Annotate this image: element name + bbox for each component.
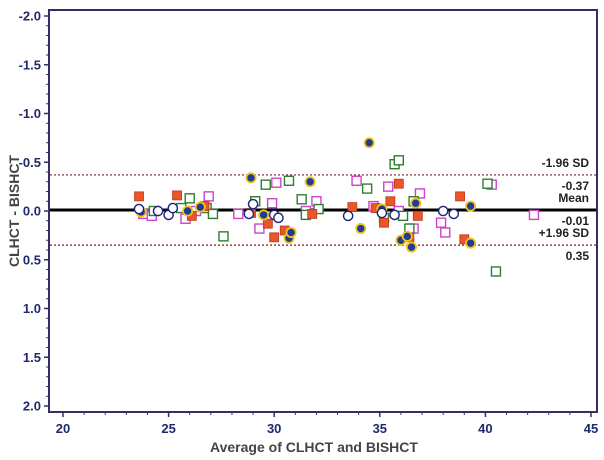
data-point <box>273 212 284 224</box>
data-point <box>351 175 362 186</box>
data-point <box>393 155 405 166</box>
y-tick-label: 1.5 <box>23 350 41 365</box>
data-point <box>269 232 280 243</box>
data-point <box>397 210 409 222</box>
y-tick-label: 1.0 <box>23 301 41 316</box>
data-point <box>233 208 244 220</box>
data-point <box>271 177 282 188</box>
data-point <box>465 237 477 249</box>
data-point <box>363 137 375 149</box>
data-point <box>379 217 389 228</box>
data-point <box>296 194 307 205</box>
data-point <box>393 178 404 189</box>
data-point <box>383 181 394 192</box>
lower-label: -1.96 SD <box>542 156 590 170</box>
x-tick-label: 45 <box>584 421 598 436</box>
sd-annotations: +1.96 SD 0.35 Mean -0.01 -1.96 SD -0.37 <box>539 156 590 263</box>
data-point <box>437 205 449 217</box>
data-point <box>410 197 422 209</box>
data-point <box>465 200 477 212</box>
data-point <box>304 176 316 188</box>
data-point <box>385 196 396 207</box>
x-axis-title: Average of CLHCT and BISHCT <box>210 439 418 455</box>
data-point <box>440 227 451 238</box>
data-point <box>412 210 423 221</box>
data-point <box>254 223 265 234</box>
y-axis-title: CLHCT - BISHCT <box>6 155 22 267</box>
data-point <box>355 223 367 235</box>
data-point <box>482 178 493 189</box>
data-point <box>389 209 400 221</box>
x-tick-label: 20 <box>56 421 70 436</box>
data-point <box>266 197 278 209</box>
y-tick-label: -1.5 <box>19 57 41 72</box>
x-tick-label: 35 <box>373 421 387 436</box>
data-point <box>260 179 271 190</box>
lower-value: -0.37 <box>562 179 590 193</box>
data-point <box>203 191 214 202</box>
data-point <box>218 231 229 242</box>
upper-label: +1.96 SD <box>539 226 590 240</box>
y-tick-label: 0.0 <box>23 204 41 219</box>
data-point <box>528 209 540 221</box>
data-point <box>376 207 388 219</box>
upper-value: 0.35 <box>566 249 590 263</box>
data-point <box>167 202 179 214</box>
data-point <box>152 205 164 217</box>
y-tick-label: -1.0 <box>19 106 41 121</box>
data-point <box>435 217 447 228</box>
y-tick-label: 2.0 <box>23 399 41 414</box>
data-point <box>401 230 413 242</box>
data-point <box>490 266 502 277</box>
data-point <box>207 208 219 220</box>
mean-label: Mean <box>558 191 589 205</box>
data-point <box>347 202 358 213</box>
data-point <box>134 191 144 202</box>
data-point <box>194 201 206 213</box>
data-point <box>243 208 255 220</box>
data-point <box>258 209 270 221</box>
y-axis-ticks: 2.0 1.5 1.0 0.5 0.0 -0.5 -1.0 -1.5 -2.0 <box>19 9 49 414</box>
y-tick-label: -0.5 <box>19 155 41 170</box>
data-point <box>184 193 195 204</box>
data-point <box>172 190 182 201</box>
data-point <box>455 191 465 202</box>
data-point <box>283 175 295 186</box>
x-tick-label: 25 <box>161 421 175 436</box>
data-point <box>405 241 417 253</box>
data-point <box>361 183 373 194</box>
data-point <box>307 209 318 219</box>
x-axis-ticks: 20 25 30 35 40 45 <box>56 412 598 436</box>
mean-value: -0.01 <box>562 214 590 228</box>
data-point <box>262 218 273 229</box>
data-point <box>285 226 297 238</box>
data-point <box>342 210 354 222</box>
data-point <box>182 205 194 217</box>
y-tick-label: -2.0 <box>19 9 41 24</box>
data-point <box>448 208 460 220</box>
data-point <box>414 188 426 199</box>
data-point <box>133 203 145 215</box>
x-tick-label: 40 <box>478 421 492 436</box>
data-point <box>247 198 259 210</box>
y-tick-label: 0.5 <box>23 252 41 267</box>
data-points <box>133 137 540 277</box>
x-tick-label: 30 <box>267 421 281 436</box>
data-point <box>245 172 257 184</box>
